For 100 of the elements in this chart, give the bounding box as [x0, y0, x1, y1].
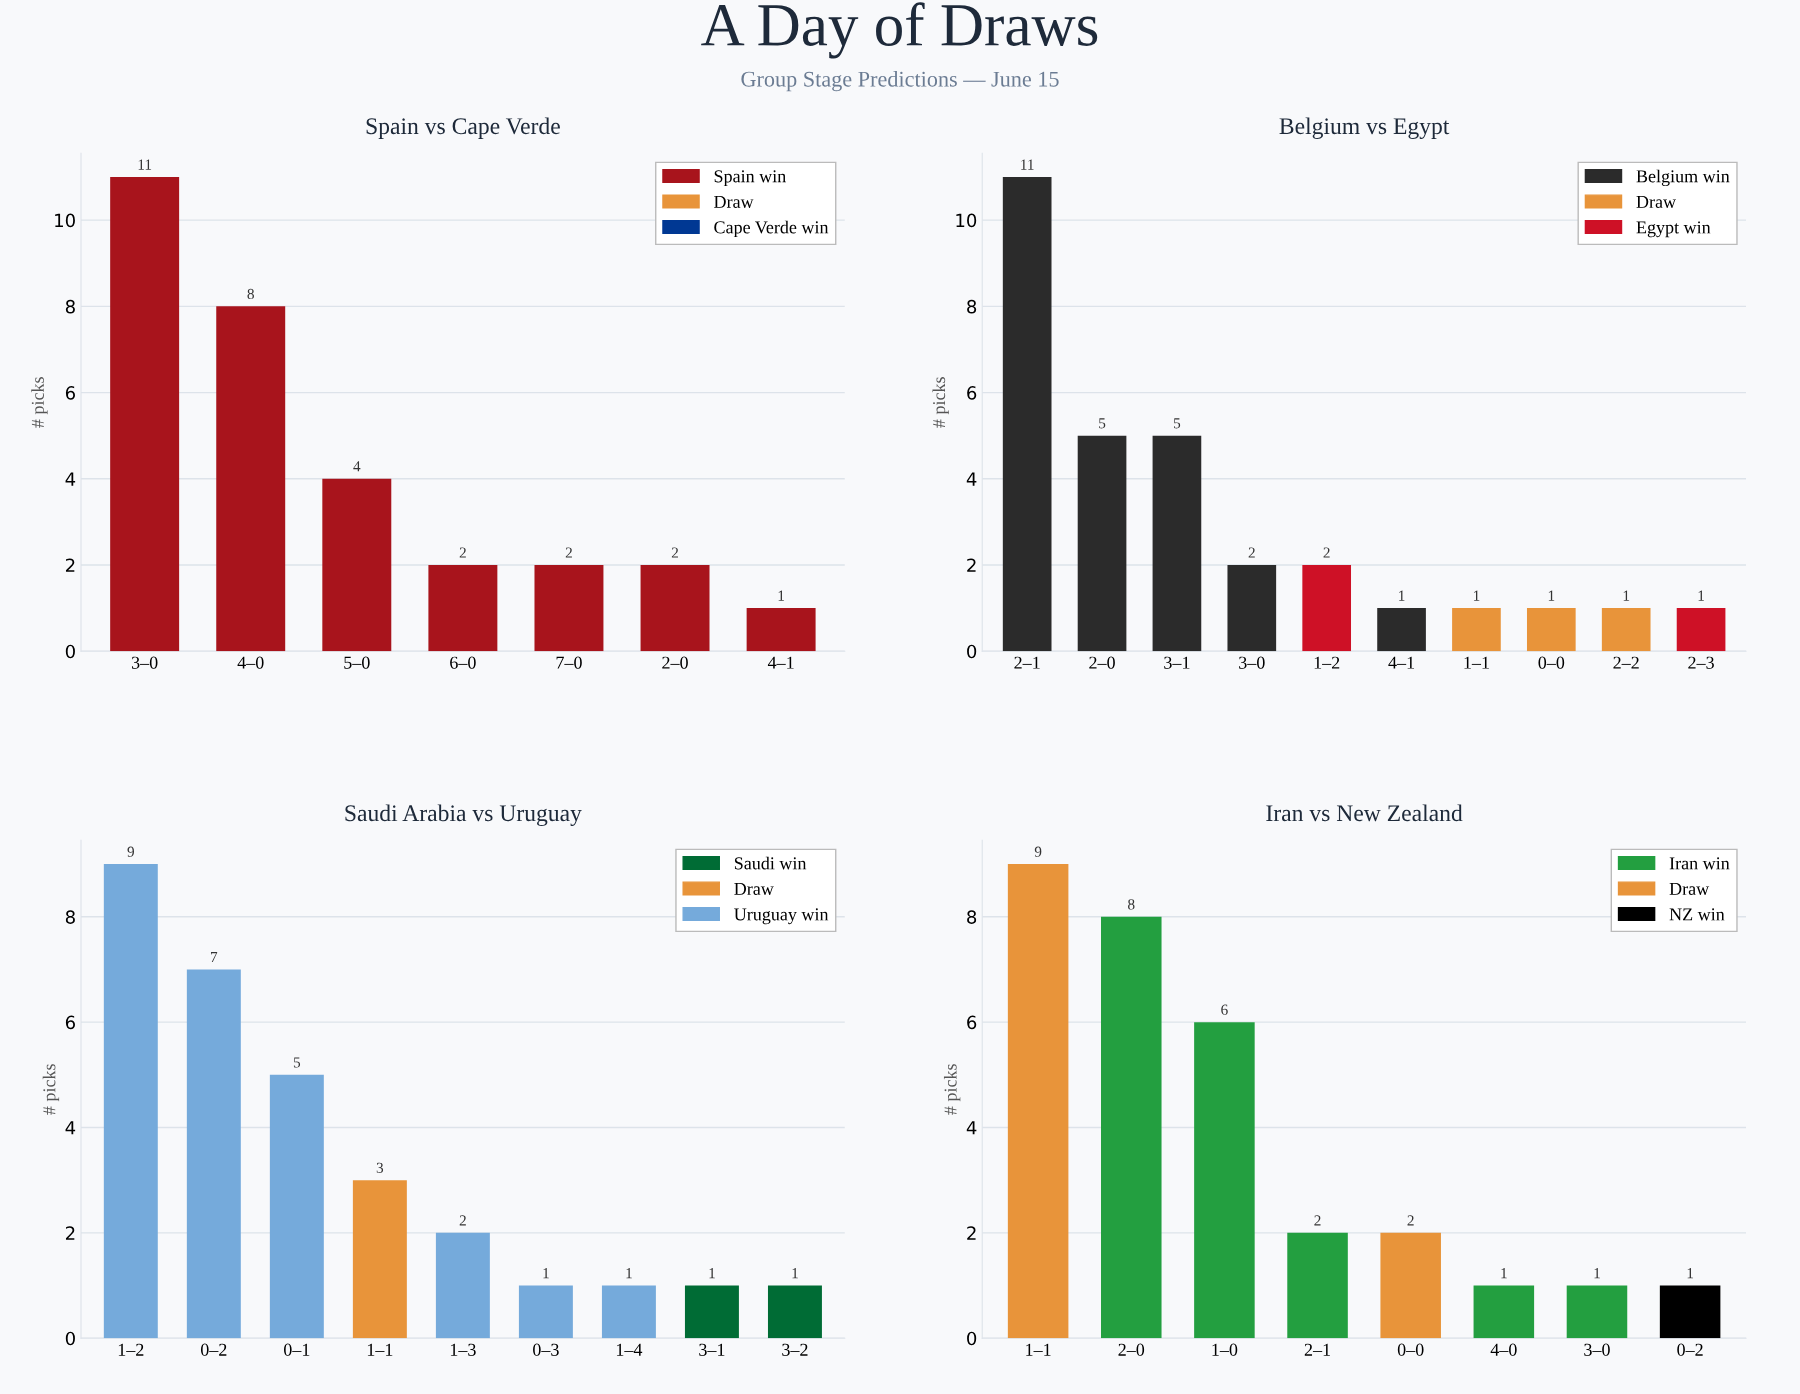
x-tick-label: 2–0 — [1089, 656, 1115, 669]
x-tick-label: 0–2 — [1677, 1343, 1703, 1356]
bar — [640, 564, 710, 652]
data-label: 1 — [792, 1268, 798, 1279]
data-label: 3 — [376, 1162, 384, 1173]
x-tick-label: 6–0 — [450, 656, 476, 669]
data-label: 1 — [778, 590, 785, 601]
bar — [1007, 864, 1069, 1339]
y-tick-label: 6 — [967, 386, 977, 400]
x-tick-label: 7–0 — [556, 656, 582, 669]
x-tick-label: 1–1 — [1464, 656, 1489, 669]
data-label: 1 — [1501, 1268, 1507, 1279]
data-label: 2 — [1314, 1215, 1321, 1226]
chart-title: Iran vs New Zealand — [1266, 804, 1463, 822]
legend-label: Spain win — [714, 170, 786, 187]
x-tick-label: 1–1 — [367, 1343, 393, 1356]
bar — [1194, 1022, 1255, 1339]
x-tick-label: 2–1 — [1014, 656, 1040, 669]
data-label: 5 — [293, 1057, 301, 1068]
y-tick-label: 10 — [956, 213, 977, 228]
bar — [767, 1285, 822, 1339]
bar — [428, 564, 498, 652]
data-label: 8 — [1128, 899, 1135, 910]
data-label: 2 — [1248, 547, 1255, 558]
text: Group Stage Predictions — June 15 — [741, 71, 1059, 92]
y-tick-label: 2 — [65, 558, 75, 572]
chart-title: Belgium vs Egypt — [1279, 117, 1450, 139]
x-tick-label: 2–2 — [1613, 656, 1639, 669]
bar — [534, 564, 604, 652]
x-tick-label: 5–0 — [344, 656, 370, 669]
data-label: 2 — [459, 547, 466, 558]
data-label: 1 — [543, 1268, 549, 1279]
legend-label: Draw — [734, 882, 774, 895]
bar — [601, 1285, 656, 1339]
legend-label: Draw — [1669, 882, 1710, 895]
y-tick-label: 8 — [65, 299, 75, 314]
data-label: 7 — [211, 952, 218, 963]
bar — [1380, 1232, 1441, 1339]
bar — [269, 1074, 324, 1339]
y-tick-label: 2 — [967, 1226, 976, 1240]
y-tick-label: 4 — [966, 472, 977, 486]
y-axis-title: # picks — [943, 1064, 961, 1115]
x-tick-label: 3–1 — [699, 1343, 725, 1356]
data-label: 1 — [1623, 590, 1630, 601]
y-tick-label: 0 — [967, 644, 977, 659]
data-label: 1 — [1473, 590, 1480, 601]
y-tick-label: 4 — [966, 1121, 977, 1135]
legend-label: Draw — [1636, 195, 1676, 208]
y-tick-label: 6 — [967, 1015, 977, 1030]
bar — [110, 177, 180, 652]
data-label: 2 — [1407, 1215, 1414, 1226]
data-label: 1 — [1548, 590, 1555, 601]
data-label: 2 — [671, 547, 679, 558]
x-tick-label: 4–1 — [767, 656, 794, 669]
x-tick-label: 4–0 — [237, 656, 264, 669]
legend-label: Iran win — [1669, 857, 1730, 870]
y-tick-label: 8 — [967, 910, 977, 924]
data-label: 11 — [1021, 159, 1034, 170]
y-tick-label: 0 — [65, 1331, 75, 1346]
legend-label: Cape Verde win — [714, 220, 829, 238]
data-label: 2 — [565, 547, 572, 558]
bar — [684, 1285, 739, 1339]
data-label: 2 — [1323, 547, 1330, 558]
x-tick-label: 0–0 — [1397, 1343, 1424, 1356]
y-tick-label: 2 — [967, 558, 976, 572]
y-axis-title: # picks — [42, 1064, 60, 1115]
bar — [1526, 608, 1576, 652]
y-tick-label: 0 — [65, 644, 75, 659]
data-label: 9 — [1034, 846, 1042, 857]
bar — [352, 1180, 407, 1339]
bar — [216, 306, 286, 652]
data-label: 1 — [709, 1268, 715, 1279]
data-label: 1 — [1687, 1268, 1694, 1279]
y-tick-label: 4 — [65, 472, 76, 486]
bar — [1077, 435, 1127, 652]
x-tick-label: 3–1 — [1164, 656, 1190, 669]
text: A Day of Draws — [701, 2, 1098, 59]
bar — [1601, 608, 1651, 652]
data-label: 1 — [1698, 590, 1704, 601]
y-tick-label: 8 — [967, 299, 977, 314]
data-label: 9 — [127, 846, 134, 857]
x-tick-label: 3–0 — [1584, 1343, 1610, 1356]
legend-label: Uruguay win — [734, 908, 829, 925]
data-label: 8 — [247, 288, 254, 300]
data-label: 1 — [1594, 1268, 1600, 1279]
x-tick-label: 2–0 — [1118, 1343, 1145, 1356]
x-tick-label: 1–1 — [1026, 1343, 1051, 1356]
y-tick-label: 6 — [65, 386, 75, 400]
bar — [1452, 608, 1501, 652]
x-tick-label: 0–0 — [1538, 656, 1565, 669]
x-tick-label: 2–3 — [1688, 656, 1714, 669]
bar — [435, 1232, 490, 1339]
bar — [1227, 564, 1277, 652]
x-tick-label: 0–1 — [283, 1343, 310, 1356]
data-label: 11 — [138, 159, 152, 170]
data-label: 2 — [459, 1215, 466, 1226]
data-label: 6 — [1221, 1004, 1228, 1015]
x-tick-label: 3–0 — [131, 656, 158, 669]
x-tick-label: 4–1 — [1388, 656, 1415, 669]
x-tick-label: 3–2 — [782, 1343, 808, 1356]
